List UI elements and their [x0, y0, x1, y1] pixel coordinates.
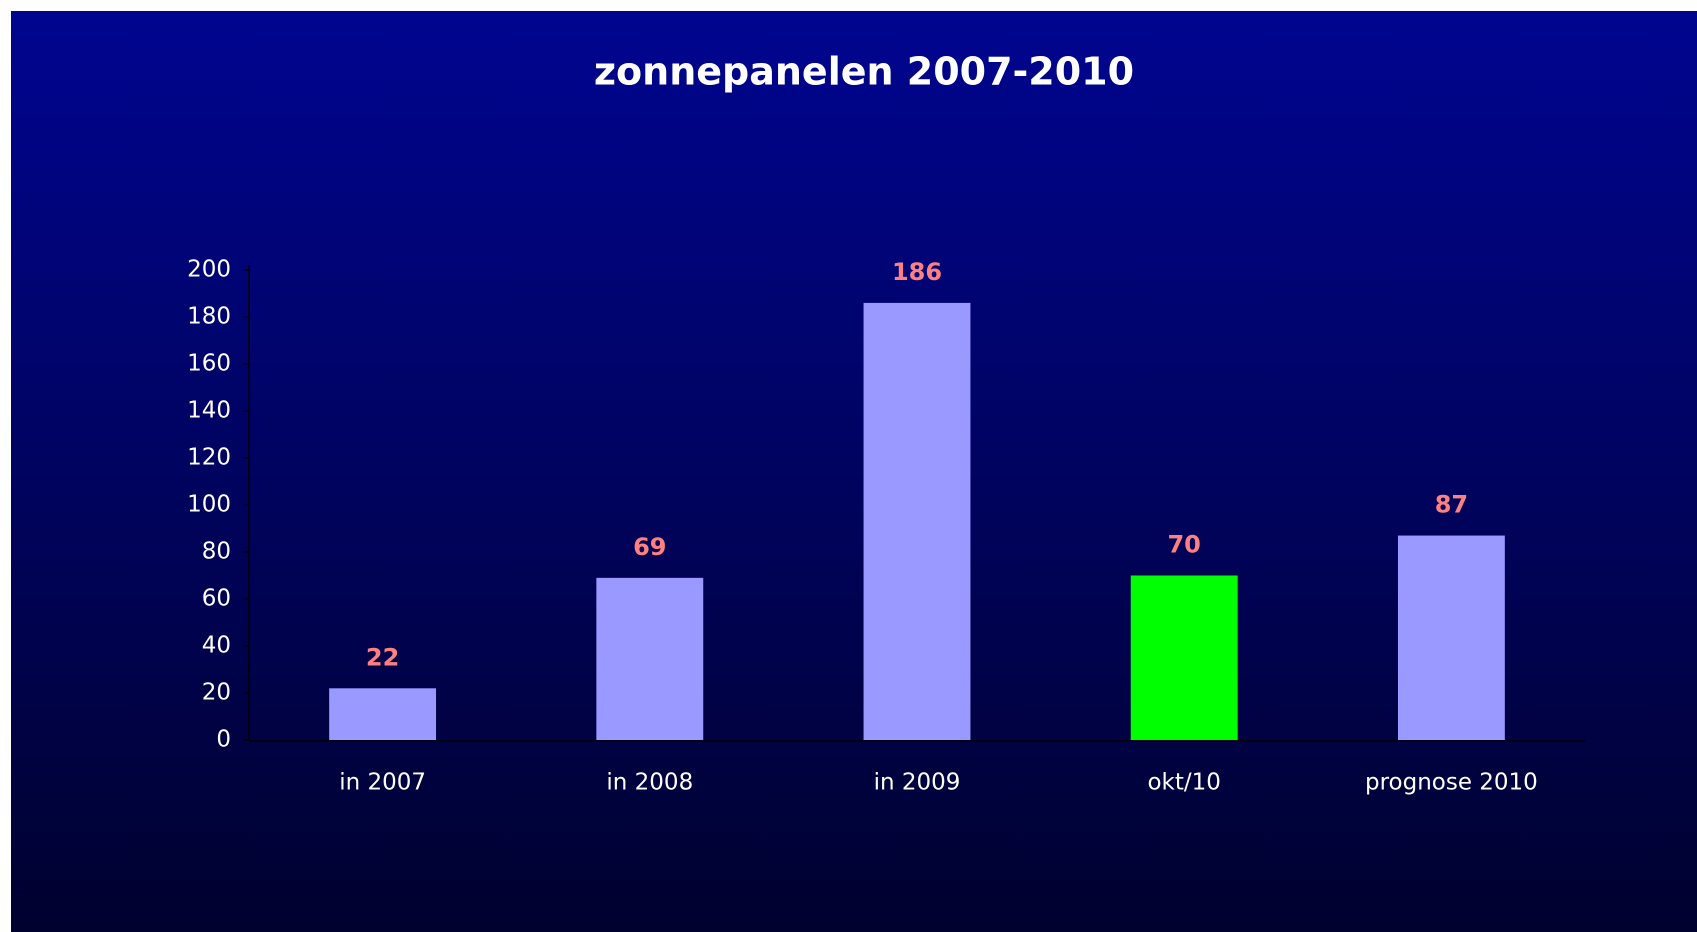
x-tick-label: in 2009 — [874, 770, 961, 796]
x-tick-label: in 2008 — [606, 770, 693, 796]
bar — [329, 688, 437, 740]
y-tick-label: 160 — [187, 351, 231, 377]
y-tick-label: 100 — [187, 492, 231, 518]
y-tick-label: 20 — [202, 680, 231, 706]
background — [11, 11, 1697, 932]
bar — [1130, 575, 1238, 740]
y-tick-label: 140 — [187, 398, 231, 424]
value-label: 22 — [366, 643, 399, 671]
bar — [863, 302, 971, 740]
x-tick-label: in 2007 — [339, 770, 426, 796]
bar — [596, 577, 704, 740]
x-tick-label: okt/10 — [1147, 770, 1220, 796]
y-tick-label: 180 — [187, 304, 231, 330]
y-tick-label: 0 — [216, 727, 231, 753]
y-tick-label: 40 — [202, 633, 231, 659]
chart-title: zonnepanelen 2007-2010 — [594, 50, 1134, 94]
value-label: 186 — [892, 258, 942, 286]
y-tick-label: 60 — [202, 586, 231, 612]
y-tick-label: 200 — [187, 257, 231, 283]
value-label: 87 — [1435, 491, 1468, 519]
x-tick-label: prognose 2010 — [1365, 770, 1538, 796]
bar — [1397, 535, 1505, 740]
value-label: 70 — [1167, 531, 1200, 559]
y-tick-label: 120 — [187, 445, 231, 471]
value-label: 69 — [633, 533, 666, 561]
y-tick-label: 80 — [202, 539, 231, 565]
